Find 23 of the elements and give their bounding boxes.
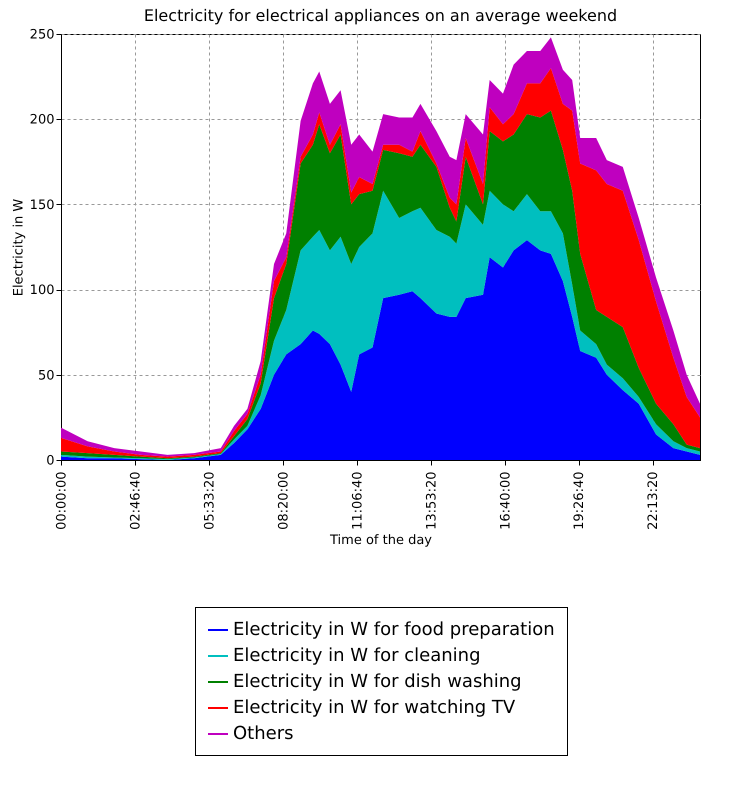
y-tick-label: 250 — [30, 28, 54, 42]
x-tick-label: 02:46:40 — [128, 472, 144, 530]
legend-label: Others — [233, 723, 294, 744]
y-axis-title: Electricity in W — [12, 198, 27, 296]
x-tick-label: 16:40:00 — [498, 472, 514, 530]
legend-label: Electricity in W for food preparation — [233, 619, 555, 640]
y-tick-label: 200 — [30, 112, 54, 128]
x-tick-label: 08:20:00 — [276, 472, 292, 530]
chart-title: Electricity for electrical appliances on an average weekend — [144, 6, 618, 25]
x-axis-title: Time of the day — [329, 532, 432, 548]
y-tick-label: 100 — [30, 283, 54, 298]
x-tick-label: 11:06:40 — [350, 472, 366, 530]
legend-label: Electricity in W for cleaning — [233, 645, 480, 666]
legend-label: Electricity in W for dish washing — [233, 671, 522, 692]
y-tick-label: 50 — [38, 368, 54, 384]
x-tick-label: 05:33:20 — [202, 472, 218, 530]
x-tick-label: 22:13:20 — [646, 472, 662, 530]
legend-label: Electricity in W for watching TV — [233, 697, 516, 718]
y-tick-label: 0 — [46, 454, 54, 468]
x-tick-label: 13:53:20 — [424, 472, 440, 530]
y-tick-label: 150 — [30, 198, 54, 213]
x-tick-label: 19:26:40 — [572, 472, 588, 530]
x-tick-label: 00:00:00 — [54, 472, 70, 530]
